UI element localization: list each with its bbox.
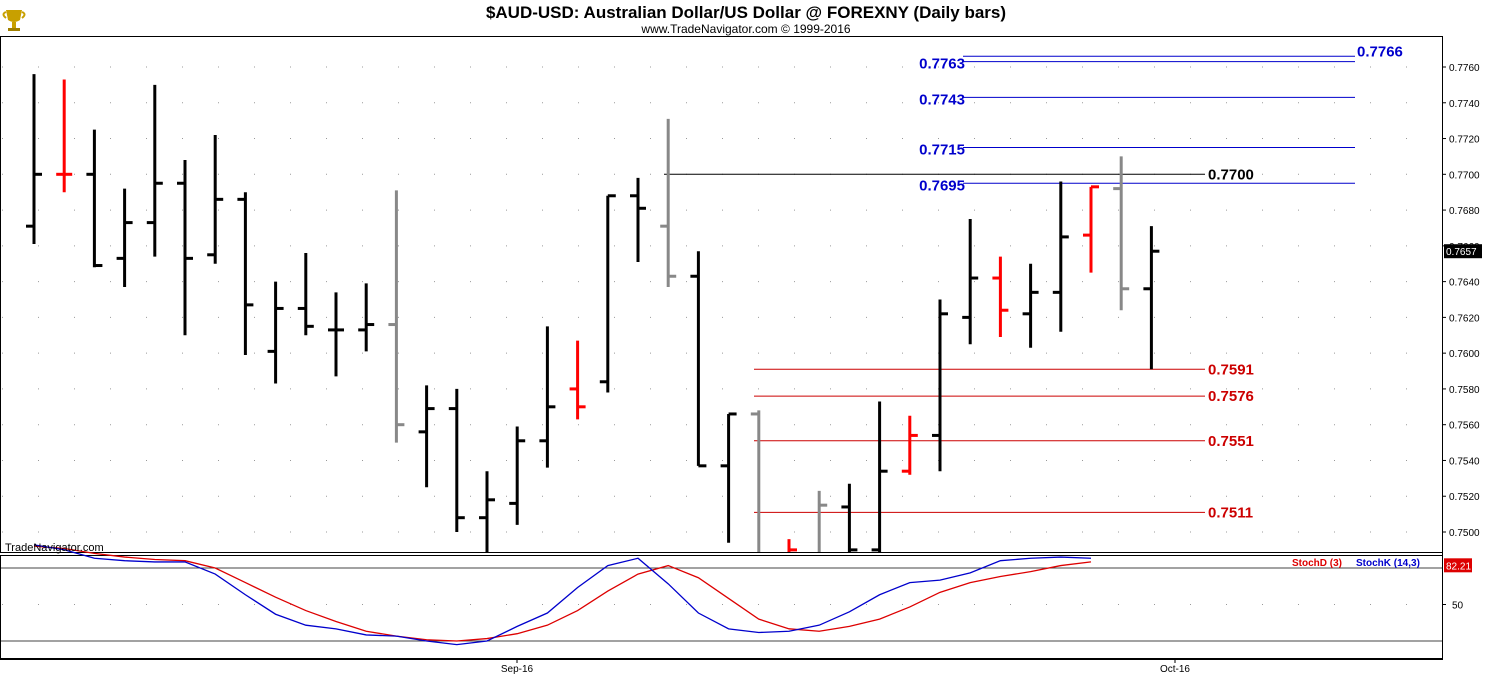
- ohlc-bar: [871, 401, 888, 552]
- ohlc-bar: [1113, 156, 1130, 311]
- ohlc-bar: [479, 471, 495, 552]
- y-tick-label: 0.7560: [1449, 421, 1480, 432]
- support-label: 0.7551: [1208, 433, 1254, 450]
- y-tick-label: 0.7580: [1449, 385, 1480, 396]
- y-tick-label: 0.7700: [1449, 170, 1480, 181]
- chart-title: $AUD-USD: Australian Dollar/US Dollar @ …: [486, 3, 1006, 22]
- ohlc-bar: [116, 188, 133, 287]
- support-label: 0.7511: [1208, 504, 1253, 521]
- y-tick-label: 0.7500: [1449, 528, 1480, 539]
- ohlc-bar: [1022, 263, 1039, 348]
- ohlc-bar: [237, 192, 254, 355]
- ohlc-bar: [1052, 181, 1069, 332]
- ohlc-bar: [787, 539, 797, 552]
- ohlc-bar: [817, 490, 828, 552]
- ohlc-bar: [328, 292, 344, 377]
- ohlc-bar: [388, 190, 405, 443]
- resistance-label: 0.7743: [919, 91, 965, 108]
- support-label: 0.7576: [1208, 388, 1254, 405]
- ohlc-bar: [1083, 185, 1099, 273]
- ohlc-bar: [448, 388, 465, 532]
- ohlc-bar: [86, 129, 103, 268]
- ohlc-bar: [267, 281, 284, 384]
- ohlc-bar: [297, 253, 314, 336]
- ohlc-bar: [841, 483, 858, 552]
- y-tick-label: 0.7720: [1449, 135, 1480, 146]
- ohlc-bar: [630, 177, 646, 262]
- legend-stochk: StochK (14,3): [1356, 558, 1420, 569]
- y-tick-label: 0.7740: [1449, 99, 1480, 110]
- y-tick-label: 0.7520: [1449, 492, 1480, 503]
- ohlc-bar: [901, 415, 918, 475]
- stoch-last-label: 82.21: [1446, 561, 1471, 572]
- ohlc-bar: [932, 299, 948, 472]
- x-tick-label: Oct-16: [1160, 664, 1190, 675]
- ohlc-bar: [962, 219, 979, 345]
- ohlc-bar: [207, 134, 224, 264]
- ohlc-bar: [418, 385, 435, 488]
- y-tick-label: 0.7600: [1449, 349, 1480, 360]
- stoch-panel-frame: [0, 555, 1443, 659]
- legend-stochd: StochD (3): [1292, 558, 1342, 569]
- watermark: TradeNavigator.com: [5, 542, 104, 554]
- y-tick-label: 0.7640: [1449, 278, 1480, 289]
- stoch-last-badge: [1444, 558, 1472, 573]
- chart-subtitle: www.TradeNavigator.com © 1999-2016: [640, 22, 850, 36]
- y-tick-label: 0.7620: [1449, 313, 1480, 324]
- price-panel-frame: [0, 36, 1443, 553]
- ohlc-bar: [599, 194, 616, 393]
- resistance-label: 0.7766: [1357, 43, 1403, 60]
- ohlc-bar: [177, 160, 193, 336]
- resistance-label: 0.7715: [919, 141, 965, 158]
- y-tick-label: 0.7540: [1449, 456, 1480, 467]
- last-price-label: 0.7657: [1446, 247, 1477, 258]
- last-price-badge: [1444, 244, 1482, 259]
- resistance-label: 0.7763: [919, 56, 965, 73]
- stochd-line: [33, 545, 1092, 642]
- y-tick-label: 0.7680: [1449, 206, 1480, 217]
- ohlc-bar: [690, 251, 707, 468]
- ohlc-bar: [26, 74, 42, 245]
- pivot-label: 0.7700: [1208, 166, 1254, 183]
- ohlc-bar: [569, 340, 586, 420]
- ohlc-bar: [1143, 226, 1160, 370]
- ohlc-bar: [509, 426, 526, 525]
- ohlc-bar: [750, 410, 761, 552]
- stochk-line: [33, 544, 1092, 646]
- support-label: 0.7591: [1208, 361, 1254, 378]
- stoch-tick-label: 50: [1452, 601, 1464, 612]
- ohlc-bar: [992, 256, 1009, 338]
- ohlc-bar: [358, 283, 375, 352]
- ohlc-bar: [720, 412, 737, 543]
- ohlc-bar: [56, 79, 73, 193]
- ohlc-bar: [146, 84, 163, 257]
- ohlc-bar: [539, 326, 556, 468]
- trophy-icon: [2, 10, 26, 31]
- y-tick-label: 0.7760: [1449, 63, 1480, 74]
- ohlc-bar: [660, 118, 677, 287]
- x-tick-label: Sep-16: [501, 664, 534, 675]
- resistance-label: 0.7695: [919, 177, 965, 194]
